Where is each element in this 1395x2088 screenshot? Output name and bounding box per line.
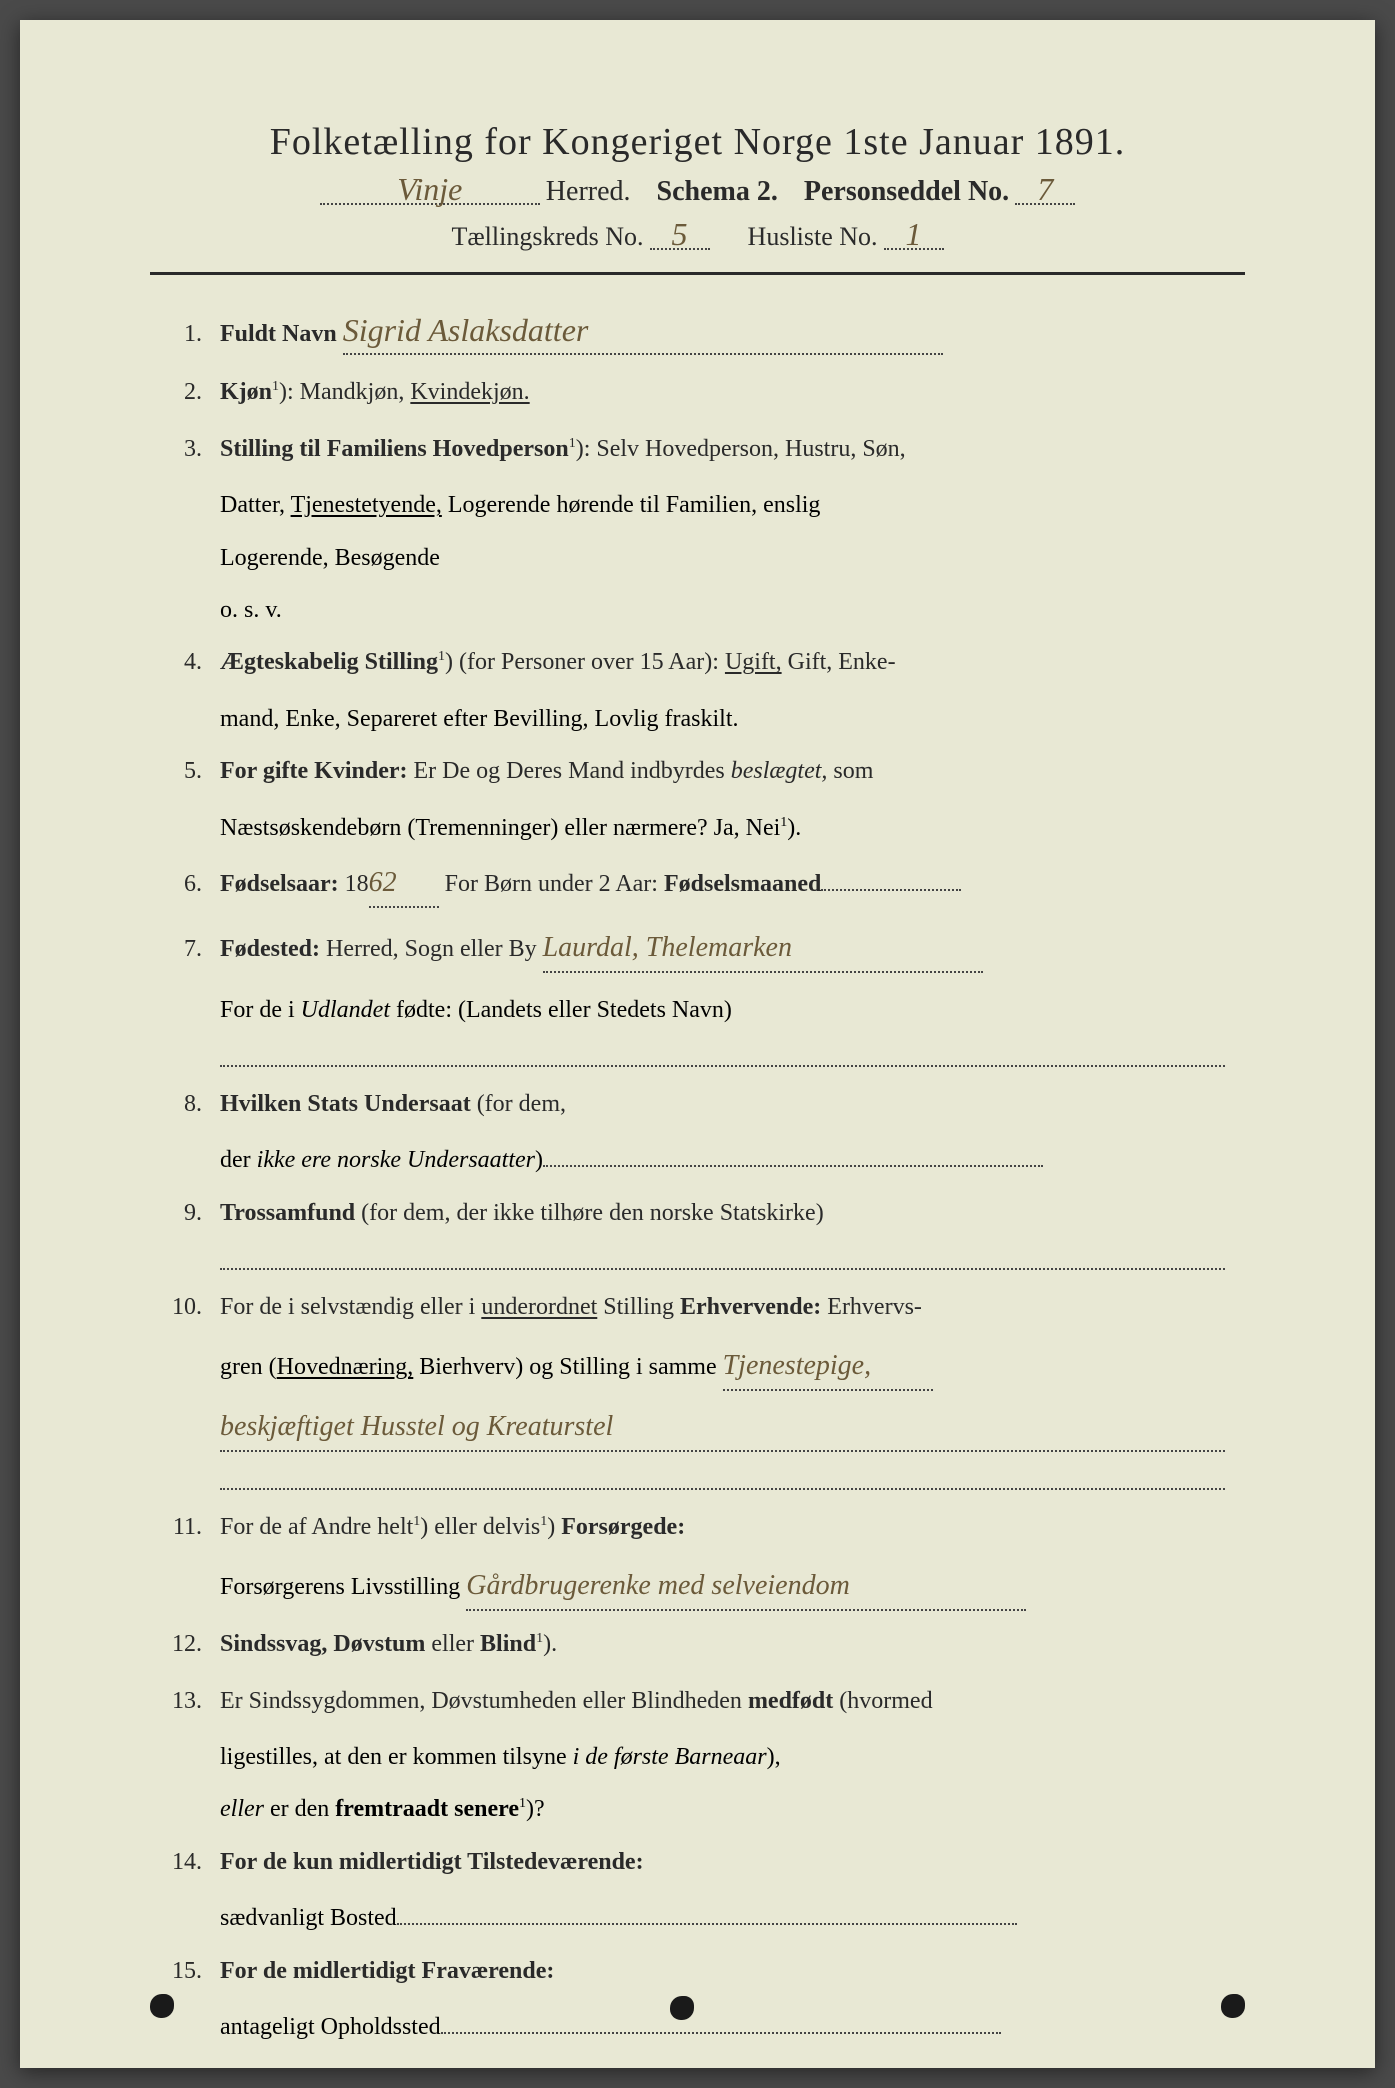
- form-header: Folketælling for Kongeriget Norge 1ste J…: [150, 120, 1245, 275]
- kreds-label: Tællingskreds No.: [451, 222, 643, 252]
- q7-row: 7. Fødested: Herred, Sogn eller By Laurd…: [170, 926, 1225, 973]
- herred-label: Herred.: [546, 176, 631, 208]
- q4-row: 4. Ægteskabelig Stilling1) (for Personer…: [170, 643, 1225, 681]
- q2-a: Kjøn: [220, 379, 272, 405]
- q5-row: 5. For gifte Kvinder: Er De og Deres Man…: [170, 752, 1225, 790]
- q13-line2: ligestilles, at den er kommen tilsyne i …: [170, 1738, 1225, 1776]
- q4-num: 4.: [170, 643, 220, 681]
- q6-num: 6.: [170, 865, 220, 903]
- q9-num: 9.: [170, 1194, 220, 1232]
- q11-hw: Gårdbrugerenke med selveiendom: [466, 1570, 850, 1601]
- q9-row: 9. Trossamfund (for dem, der ikke tilhør…: [170, 1194, 1225, 1232]
- q5-line2: Næstsøskendebørn (Tremenninger) eller næ…: [170, 809, 1225, 847]
- husliste-label: Husliste No.: [748, 222, 878, 252]
- q11-line2: Forsørgerens Livsstilling Gårdbrugerenke…: [170, 1564, 1225, 1611]
- punch-hole-icon: [1221, 1994, 1245, 2018]
- q14-num: 14.: [170, 1843, 220, 1881]
- q10-row: 10. For de i selvstændig eller i underor…: [170, 1288, 1225, 1326]
- q8-num: 8.: [170, 1085, 220, 1123]
- q1-row: 1. Fuldt Navn Sigrid Aslaksdatter: [170, 315, 1225, 355]
- kreds-line: Tællingskreds No. 5 Husliste No. 1: [150, 222, 1245, 252]
- q3-line3: Logerende, Besøgende: [170, 539, 1225, 577]
- q3-num: 3.: [170, 430, 220, 468]
- q3-line2: Datter, Tjenestetyende, Logerende hørend…: [170, 486, 1225, 524]
- q15-row: 15. For de midlertidigt Fraværende:: [170, 1952, 1225, 1990]
- q1-num: 1.: [170, 315, 220, 353]
- q1-value: Sigrid Aslaksdatter: [343, 312, 589, 348]
- dotted-line-7: [220, 1047, 1225, 1067]
- q3-line4: o. s. v.: [170, 591, 1225, 629]
- dotted-line-9: [220, 1250, 1225, 1270]
- q10-line3: beskjæftiget Husstel og Kreaturstel: [170, 1405, 1225, 1452]
- punch-hole-icon: [150, 1994, 174, 2018]
- q13-row: 13. Er Sindssygdommen, Døvstumheden elle…: [170, 1682, 1225, 1720]
- form-body: 1. Fuldt Navn Sigrid Aslaksdatter 2. Kjø…: [150, 315, 1245, 2068]
- person-label: Personseddel No.: [804, 176, 1009, 208]
- q13-num: 13.: [170, 1682, 220, 1720]
- herred-value: Vinje: [320, 177, 540, 205]
- schema-label: Schema 2.: [657, 176, 778, 208]
- dotted-line-10: [220, 1470, 1225, 1490]
- q7-num: 7.: [170, 930, 220, 968]
- q7-line2: For de i Udlandet fødte: (Landets eller …: [170, 991, 1225, 1029]
- q4-a: Ægteskabelig Stilling: [220, 649, 438, 675]
- q6-row: 6. Fødselsaar: 1862 For Børn under 2 Aar…: [170, 861, 1225, 908]
- census-form-page: Folketælling for Kongeriget Norge 1ste J…: [20, 20, 1375, 2068]
- main-title: Folketælling for Kongeriget Norge 1ste J…: [150, 120, 1245, 164]
- q14-line2: sædvanligt Bosted: [170, 1899, 1225, 1937]
- q12-row: 12. Sindssvag, Døvstum eller Blind1).: [170, 1625, 1225, 1663]
- q14-row: 14. For de kun midlertidigt Tilstedevære…: [170, 1843, 1225, 1881]
- q2-b: ): Mandkjøn,: [279, 379, 410, 405]
- q10-num: 10.: [170, 1288, 220, 1326]
- q7-place: Laurdal, Thelemarken: [543, 932, 792, 963]
- q2-row: 2. Kjøn1): Mandkjøn, Kvindekjøn.: [170, 373, 1225, 411]
- q3-row: 3. Stilling til Familiens Hovedperson1):…: [170, 430, 1225, 468]
- q11-row: 11. For de af Andre helt1) eller delvis1…: [170, 1508, 1225, 1546]
- q6-year: 62: [369, 861, 439, 908]
- q12-num: 12.: [170, 1625, 220, 1663]
- husliste-no: 1: [884, 222, 944, 250]
- header-divider: [150, 272, 1245, 275]
- q3-a: Stilling til Familiens Hovedperson: [220, 436, 569, 462]
- q15-num: 15.: [170, 1952, 220, 1990]
- kreds-no: 5: [650, 222, 710, 250]
- q10-line2: gren (Hovednæring, Bierhverv) og Stillin…: [170, 1344, 1225, 1391]
- q10-hw1: Tjenestepige,: [723, 1350, 872, 1381]
- herred-line: Vinje Herred. Schema 2. Personseddel No.…: [150, 176, 1245, 208]
- q11-num: 11.: [170, 1508, 220, 1546]
- q2-num: 2.: [170, 373, 220, 411]
- q13-line3: eller er den fremtraadt senere1)?: [170, 1790, 1225, 1828]
- q15-line2: antageligt Opholdssted: [170, 2008, 1225, 2046]
- q5-num: 5.: [170, 752, 220, 790]
- q4-line2: mand, Enke, Separeret efter Bevilling, L…: [170, 700, 1225, 738]
- q8-line2: der ikke ere norske Undersaatter): [170, 1141, 1225, 1179]
- q3-b: ): Selv Hovedperson, Hustru, Søn,: [576, 436, 906, 462]
- q1-label: Fuldt Navn: [220, 321, 337, 347]
- q10-hw2: beskjæftiget Husstel og Kreaturstel: [220, 1411, 613, 1442]
- person-no: 7: [1015, 177, 1075, 205]
- q2-c: Kvindekjøn.: [410, 379, 529, 405]
- q8-row: 8. Hvilken Stats Undersaat (for dem,: [170, 1085, 1225, 1123]
